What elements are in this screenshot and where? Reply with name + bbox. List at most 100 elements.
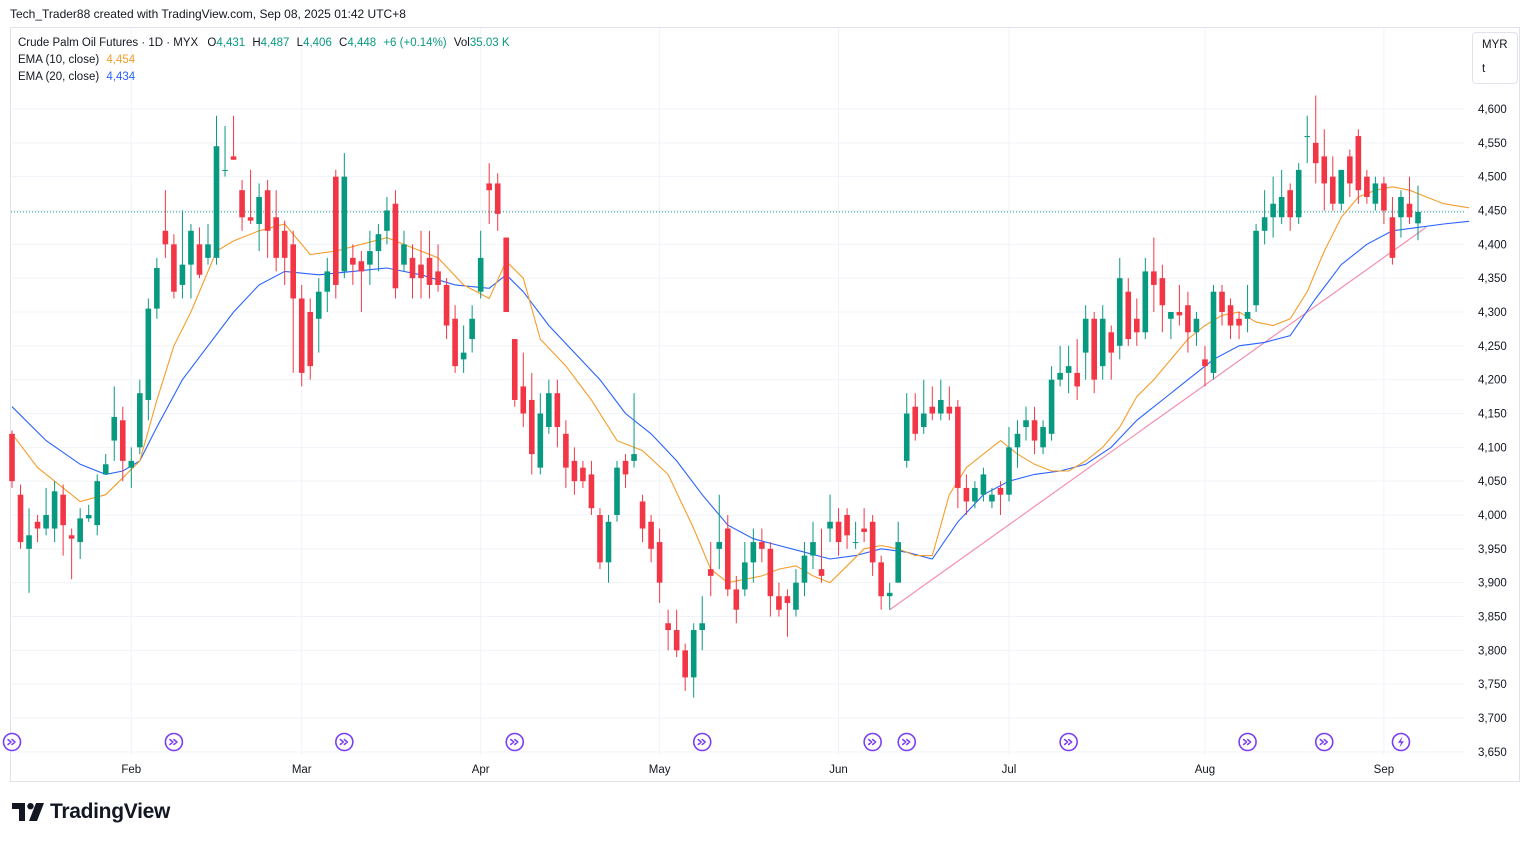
candle[interactable] (111, 386, 118, 461)
candle[interactable] (912, 393, 919, 441)
candle[interactable] (1270, 176, 1276, 238)
candle[interactable] (1329, 156, 1336, 211)
candle[interactable] (886, 582, 893, 610)
candle[interactable] (375, 224, 382, 272)
candle[interactable] (903, 393, 910, 468)
candle[interactable] (997, 481, 1004, 515)
candle[interactable] (614, 460, 620, 522)
candle[interactable] (929, 386, 936, 421)
candle[interactable] (716, 494, 723, 570)
candle[interactable] (742, 542, 748, 597)
candle[interactable] (486, 163, 492, 225)
candle[interactable] (469, 305, 475, 353)
candle[interactable] (452, 305, 458, 373)
candle[interactable] (298, 284, 305, 387)
candle[interactable] (503, 237, 510, 312)
candle[interactable] (341, 152, 348, 279)
candle[interactable] (665, 609, 671, 651)
candle[interactable] (435, 244, 441, 292)
candle[interactable] (477, 230, 484, 299)
candle[interactable] (1202, 345, 1208, 387)
candle[interactable] (401, 230, 407, 272)
candle[interactable] (563, 420, 569, 488)
candle[interactable] (426, 230, 433, 299)
candle[interactable] (145, 298, 152, 421)
candle[interactable] (673, 609, 680, 658)
candle[interactable] (733, 575, 740, 624)
candle[interactable] (707, 542, 714, 597)
candle[interactable] (247, 169, 254, 225)
candle[interactable] (980, 467, 987, 502)
candle[interactable] (77, 508, 83, 559)
candle[interactable] (1321, 129, 1328, 211)
candle[interactable] (528, 372, 535, 475)
candle[interactable] (690, 623, 697, 698)
candle[interactable] (580, 460, 586, 488)
candle[interactable] (1278, 169, 1285, 225)
candle[interactable] (989, 487, 995, 509)
candle[interactable] (1415, 185, 1421, 241)
candle[interactable] (213, 115, 220, 265)
split-arrow-icon[interactable] (2, 732, 22, 752)
candle[interactable] (1176, 284, 1183, 326)
candle[interactable] (554, 379, 561, 448)
candle[interactable] (1091, 312, 1097, 394)
candle[interactable] (43, 487, 49, 536)
candle[interactable] (520, 352, 527, 428)
candle[interactable] (1406, 176, 1413, 225)
candle[interactable] (1048, 366, 1055, 441)
candle[interactable] (1355, 129, 1362, 204)
candle[interactable] (801, 542, 808, 597)
candle[interactable] (162, 190, 169, 258)
candle[interactable] (205, 224, 211, 265)
candle[interactable] (835, 508, 842, 556)
candle[interactable] (494, 173, 501, 231)
candle[interactable] (358, 251, 365, 312)
candle[interactable] (128, 447, 135, 488)
split-arrow-icon[interactable] (1238, 732, 1257, 752)
candle[interactable] (315, 278, 322, 353)
candle[interactable] (776, 582, 782, 617)
candle[interactable] (1108, 325, 1115, 380)
currency-unit-selector[interactable]: MYR t (1472, 32, 1518, 84)
candle[interactable] (699, 596, 706, 651)
candle[interactable] (920, 379, 927, 434)
candle[interactable] (1287, 183, 1293, 231)
candle[interactable] (119, 406, 126, 482)
candle[interactable] (972, 481, 978, 509)
candle[interactable] (1151, 237, 1157, 312)
candle[interactable] (137, 379, 143, 455)
candle[interactable] (784, 589, 791, 637)
candle[interactable] (793, 569, 799, 617)
candle[interactable] (963, 474, 970, 515)
candle[interactable] (384, 196, 390, 245)
candle[interactable] (1347, 149, 1353, 197)
candle[interactable] (281, 220, 288, 285)
candle[interactable] (1295, 163, 1302, 225)
candle[interactable] (588, 460, 595, 515)
candle[interactable] (1389, 196, 1396, 265)
candle[interactable] (409, 244, 416, 299)
candle[interactable] (324, 257, 331, 312)
candle[interactable] (1261, 190, 1268, 245)
candle[interactable] (264, 180, 271, 258)
split-arrow-icon[interactable] (505, 732, 525, 752)
candle[interactable] (222, 125, 228, 177)
candle[interactable] (1065, 345, 1072, 394)
candle[interactable] (869, 515, 876, 576)
candle[interactable] (230, 115, 237, 160)
candle[interactable] (810, 521, 816, 570)
candle[interactable] (1236, 312, 1242, 340)
candle[interactable] (1227, 298, 1234, 340)
candle[interactable] (537, 393, 544, 475)
candle[interactable] (68, 528, 75, 580)
split-arrow-icon[interactable] (897, 732, 917, 752)
candle[interactable] (1031, 406, 1038, 455)
candle[interactable] (1244, 284, 1251, 333)
candle[interactable] (648, 515, 654, 563)
candle[interactable] (1134, 298, 1140, 346)
candle[interactable] (1312, 95, 1319, 184)
candle[interactable] (102, 454, 109, 475)
candle[interactable] (60, 484, 66, 556)
